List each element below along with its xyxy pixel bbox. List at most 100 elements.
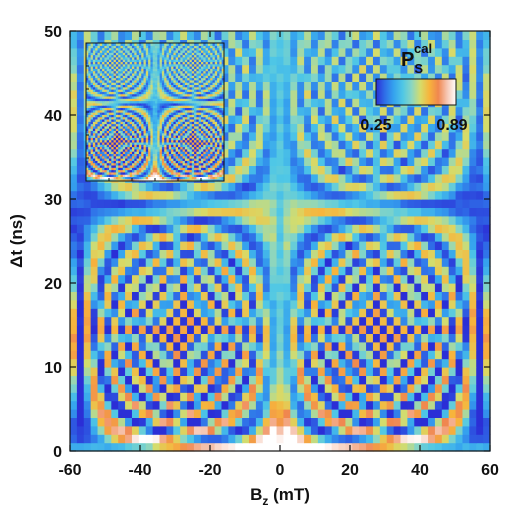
heatmap-cell bbox=[469, 266, 477, 276]
heatmap-cell bbox=[434, 39, 443, 49]
heatmap-cell bbox=[97, 224, 106, 234]
inset-cell bbox=[191, 114, 195, 118]
heatmap-cell bbox=[469, 308, 477, 318]
heatmap-cell bbox=[200, 274, 209, 284]
heatmap-cell bbox=[372, 190, 381, 200]
inset-cell bbox=[178, 116, 181, 120]
inset-cell bbox=[205, 146, 209, 150]
inset-cell bbox=[99, 178, 103, 182]
inset-cell bbox=[99, 125, 103, 129]
heatmap-cell bbox=[338, 148, 347, 158]
heatmap-cell bbox=[111, 392, 119, 402]
heatmap-cell bbox=[304, 291, 312, 301]
heatmap-cell bbox=[297, 123, 305, 133]
inset-cell bbox=[205, 112, 209, 115]
heatmap-cell bbox=[366, 157, 374, 166]
heatmap-cell bbox=[324, 308, 333, 318]
inset-cell bbox=[203, 164, 207, 168]
inset-cell bbox=[203, 146, 207, 150]
heatmap-cell bbox=[200, 341, 209, 351]
inset-cell bbox=[92, 141, 96, 145]
heatmap-cell bbox=[483, 308, 491, 318]
heatmap-cell bbox=[345, 291, 353, 301]
heatmap-cell bbox=[180, 367, 188, 376]
heatmap-cell bbox=[448, 316, 457, 326]
heatmap-cell bbox=[138, 207, 147, 217]
inset-cell bbox=[175, 169, 179, 173]
heatmap-cell bbox=[448, 341, 457, 351]
heatmap-cell bbox=[97, 409, 106, 418]
inset-cell bbox=[136, 146, 140, 150]
heatmap-cell bbox=[200, 350, 209, 360]
heatmap-cell bbox=[331, 367, 340, 376]
heatmap-cell bbox=[118, 425, 126, 435]
inset-cell bbox=[106, 158, 110, 161]
inset-cell bbox=[129, 148, 133, 152]
heatmap-cell bbox=[76, 39, 85, 49]
heatmap-cell bbox=[290, 39, 298, 49]
inset-cell bbox=[184, 153, 188, 157]
inset-cell bbox=[122, 160, 126, 164]
heatmap-cell bbox=[421, 392, 429, 402]
inset-cell bbox=[115, 169, 119, 173]
heatmap-cell bbox=[276, 417, 285, 427]
heatmap-cell bbox=[262, 283, 271, 292]
heatmap-cell bbox=[255, 81, 264, 91]
inset-cell bbox=[194, 171, 197, 175]
heatmap-cell bbox=[269, 375, 278, 385]
heatmap-cell bbox=[242, 383, 250, 393]
heatmap-cell bbox=[441, 173, 450, 183]
heatmap-cell bbox=[90, 325, 99, 334]
heatmap-cell bbox=[131, 207, 140, 217]
inset-cell bbox=[175, 162, 179, 166]
heatmap-cell bbox=[462, 140, 470, 150]
heatmap-cell bbox=[421, 64, 429, 74]
inset-cell bbox=[203, 162, 207, 166]
heatmap-cell bbox=[400, 308, 408, 318]
heatmap-cell bbox=[393, 140, 402, 150]
inset-cell bbox=[161, 116, 165, 120]
inset-cell bbox=[171, 121, 174, 125]
inset-cell bbox=[120, 151, 124, 154]
heatmap-cell bbox=[352, 333, 360, 343]
heatmap-cell bbox=[483, 266, 491, 276]
heatmap-cell bbox=[70, 148, 78, 158]
inset-cell bbox=[86, 178, 89, 182]
inset-cell bbox=[99, 116, 103, 120]
heatmap-cell bbox=[166, 367, 174, 376]
inset-cell bbox=[90, 118, 94, 122]
inset-cell bbox=[178, 125, 181, 129]
heatmap-cell bbox=[434, 31, 443, 40]
inset-cell bbox=[178, 135, 181, 138]
inset-cell bbox=[92, 158, 96, 161]
heatmap-cell bbox=[187, 299, 195, 309]
heatmap-cell bbox=[372, 249, 381, 259]
inset-cell bbox=[184, 107, 188, 111]
inset-cell bbox=[143, 178, 147, 182]
heatmap-cell bbox=[276, 115, 285, 124]
inset-cell bbox=[118, 169, 122, 173]
heatmap-cell bbox=[455, 358, 464, 368]
heatmap-cell bbox=[262, 140, 271, 150]
heatmap-cell bbox=[310, 409, 319, 418]
heatmap-cell bbox=[448, 308, 457, 318]
heatmap-cell bbox=[483, 106, 491, 116]
heatmap-cell bbox=[221, 308, 229, 318]
heatmap-cell bbox=[207, 341, 216, 351]
inset-cell bbox=[150, 153, 154, 157]
heatmap-cell bbox=[269, 165, 278, 175]
heatmap-cell bbox=[345, 131, 353, 141]
inset-cell bbox=[203, 107, 207, 111]
heatmap-cell bbox=[448, 157, 457, 166]
heatmap-cell bbox=[187, 392, 195, 402]
heatmap-cell bbox=[400, 157, 408, 166]
inset-cell bbox=[159, 162, 163, 166]
inset-cell bbox=[196, 167, 200, 171]
heatmap-cell bbox=[393, 31, 402, 40]
heatmap-cell bbox=[70, 257, 78, 267]
inset-cell bbox=[164, 116, 168, 120]
heatmap-cell bbox=[83, 442, 92, 452]
inset-cell bbox=[106, 105, 110, 108]
heatmap-cell bbox=[138, 31, 147, 40]
heatmap-cell bbox=[200, 316, 209, 326]
